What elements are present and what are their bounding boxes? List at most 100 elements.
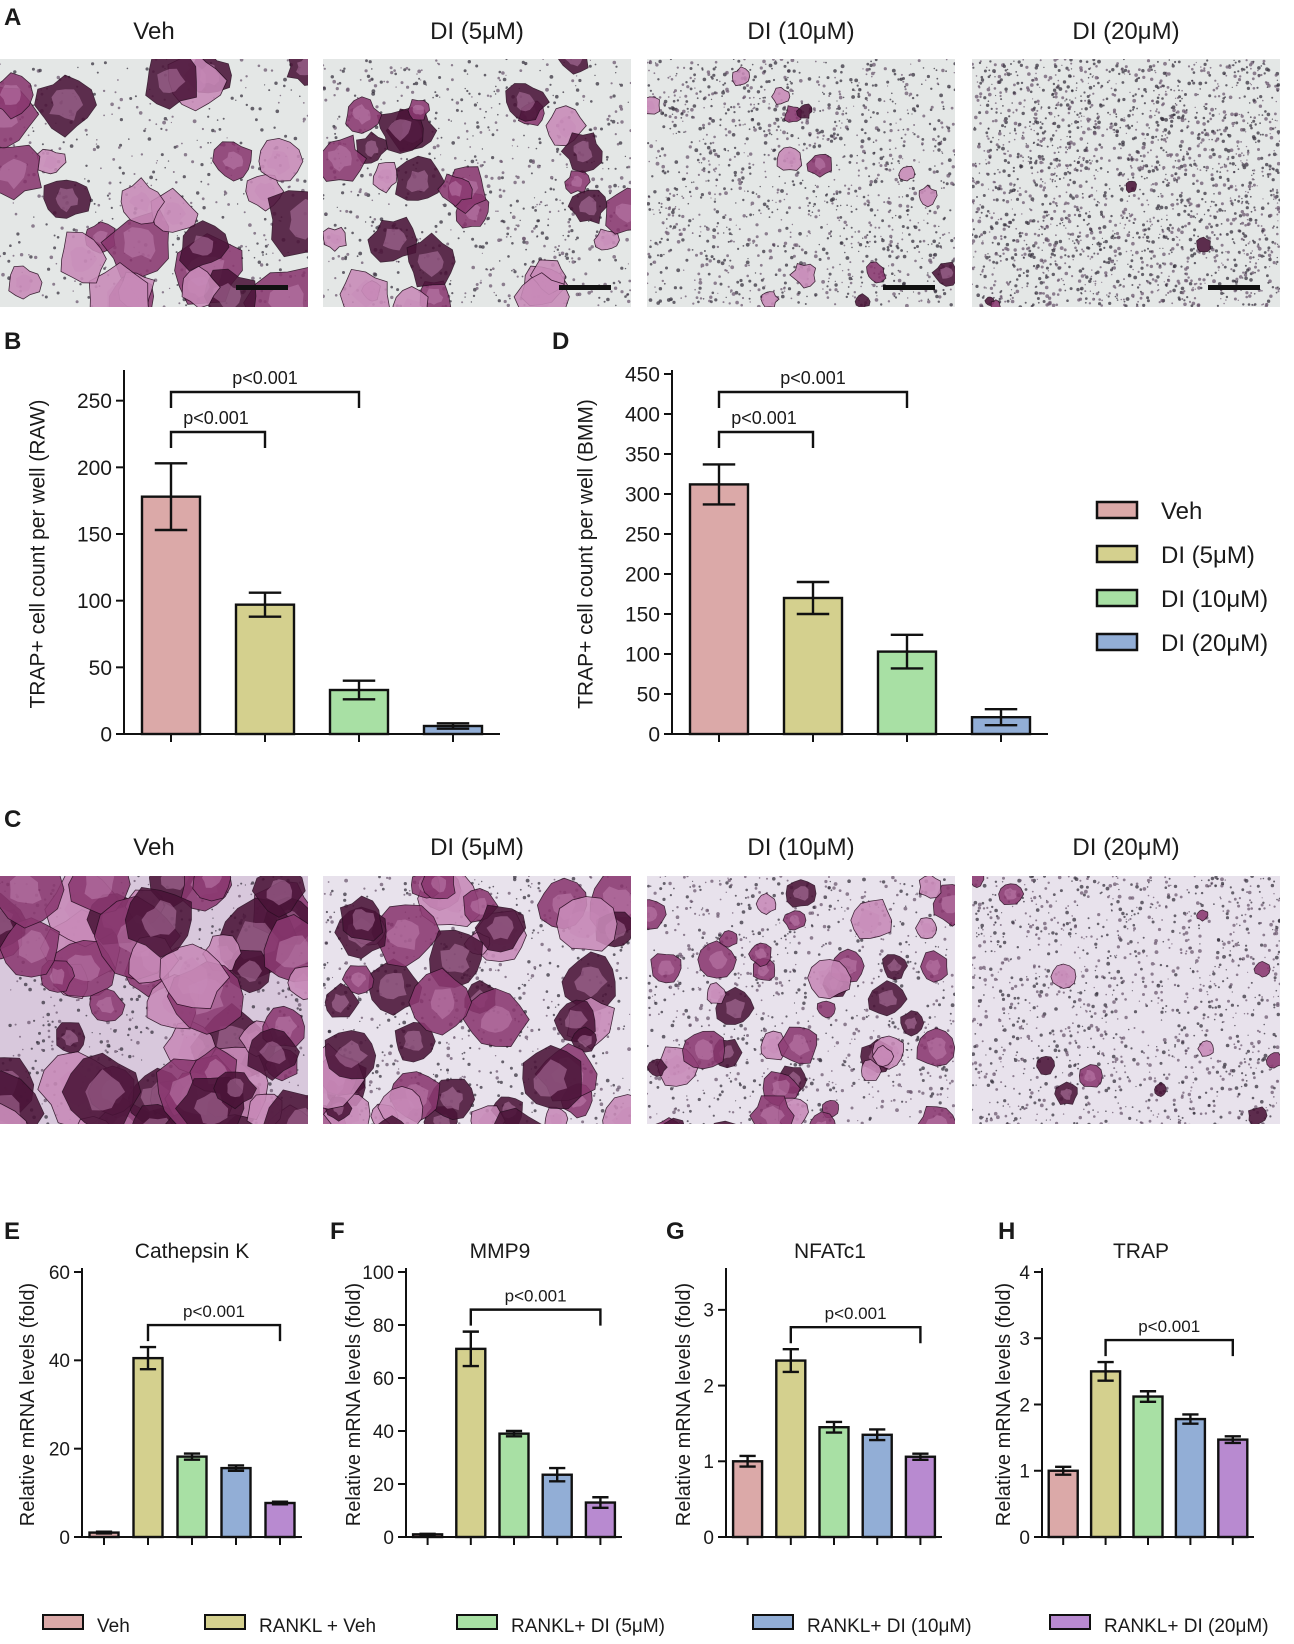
legend-mrna-label-rankl-di10: RANKL+ DI (10μM) [807,1616,972,1637]
bar-b-1 [234,603,296,736]
chart-title: Cathepsin K [135,1240,249,1263]
error-bar [227,1464,245,1472]
legend-mrna-swatch-veh [42,1614,84,1630]
legend-mrna-item-veh: Veh [42,1614,130,1637]
legend-bd-item-di10: DI (10μM) [1095,586,1268,613]
legend-bd: Veh DI (5μM) DI (10μM) DI (20μM) [1095,498,1268,657]
y-tick-label: 350 [625,444,660,467]
panel-label-f: F [330,1218,345,1245]
micrograph-c-caption-di20: DI (20μM) [1072,834,1180,861]
chart-f: 0 20 40 60 80 100 p<0.001 Relative mRNA levels … [343,1240,622,1549]
panel-label-c: C [4,806,22,833]
legend-mrna-label-veh: Veh [97,1616,130,1637]
chart-b: 0 50 100 150 200 250 p<0.001 p<0.001 TRAP+ cell … [27,368,500,747]
y-tick-label: 0 [648,724,660,747]
y-tick-label: 60 [49,1263,70,1284]
bar-h-3 [1174,1417,1207,1539]
bar-g-2 [818,1426,850,1539]
y-axis-label: Relative mRNA levels (fold) [673,1283,695,1526]
legend-mrna: Veh RANKL + Veh RANKL+ DI (5μM) RANKL+ D… [42,1614,1269,1637]
error-bar [796,580,830,616]
y-tick-label: 300 [625,484,660,507]
bar-b-0 [140,495,202,736]
legend-mrna-label-rankl-veh: RANKL + Veh [259,1616,376,1637]
error-bar [462,1330,479,1368]
y-tick-label: 3 [1019,1329,1030,1350]
legend-mrna-swatch-rankl-di5 [456,1614,498,1630]
micrograph-a-di5 [323,59,631,307]
y-tick-label: 40 [49,1351,70,1372]
y-tick-label: 200 [625,564,660,587]
significance-bracket: p<0.001 [1104,1317,1234,1357]
legend-bd-swatch-di20 [1095,632,1139,652]
bar-h-4 [1217,1438,1249,1539]
significance-bracket: p<0.001 [717,408,815,448]
y-tick-label: 0 [100,724,112,747]
bar-g-0 [731,1460,764,1539]
y-tick-label: 2 [1019,1395,1030,1416]
p-value-label: p<0.001 [1138,1317,1200,1336]
legend-bd-item-veh: Veh [1095,498,1202,525]
legend-mrna-swatch-rankl-di20 [1049,1614,1091,1630]
bar-d-1 [782,596,844,736]
bar-e-2 [176,1455,208,1539]
bar-f-3 [541,1473,573,1539]
p-value-label: p<0.001 [505,1287,567,1306]
legend-bd-swatch-di5 [1095,544,1139,564]
error-bar [271,1500,289,1506]
error-bar [1097,1360,1114,1382]
error-bar [95,1530,113,1535]
micrograph-c-di20 [972,876,1280,1124]
error-bar [825,1420,843,1434]
micrograph-a-caption-di20: DI (20μM) [1072,18,1180,45]
micrograph-a-caption-di10: DI (10μM) [747,18,855,45]
panel-label-d: D [552,328,570,355]
micrograph-c-caption-di5: DI (5μM) [430,834,524,861]
panel-label-b: B [4,328,22,355]
y-tick-label: 200 [77,457,112,480]
micrograph-a-caption-di5: DI (5μM) [430,18,524,45]
error-bar [549,1466,566,1483]
bar-d-0 [688,483,750,736]
p-value-label: p<0.001 [780,368,846,388]
significance-bracket: p<0.001 [169,368,361,408]
legend-bd-label-veh: Veh [1161,498,1202,525]
p-value-label: p<0.001 [825,1304,887,1323]
y-tick-label: 100 [362,1263,394,1284]
bar-e-4 [264,1501,296,1539]
y-tick-label: 250 [625,524,660,547]
error-bar [592,1496,609,1510]
y-tick-label: 150 [625,604,660,627]
error-bar [1139,1390,1157,1404]
legend-mrna-item-rankl-di20: RANKL+ DI (20μM) [1049,1614,1269,1637]
bar-h-2 [1132,1395,1164,1539]
y-tick-label: 1 [1019,1462,1030,1483]
y-axis-label: Relative mRNA levels (fold) [17,1283,39,1526]
p-value-label: p<0.001 [183,408,249,428]
y-tick-label: 20 [373,1475,394,1496]
bar-h-1 [1089,1370,1122,1539]
y-tick-label: 0 [1019,1528,1030,1549]
significance-bracket: p<0.001 [146,1302,282,1342]
error-bar [139,1345,157,1371]
bar-g-4 [904,1455,937,1539]
y-tick-label: 100 [77,590,112,613]
y-tick-label: 450 [625,364,660,387]
significance-bracket: p<0.001 [717,368,909,408]
y-tick-label: 50 [637,684,660,707]
micrograph-c-veh [0,876,308,1124]
error-bar [436,722,470,730]
legend-mrna-swatch-rankl-di10 [752,1614,794,1630]
p-value-label: p<0.001 [183,1302,245,1321]
chart-g: 0 1 2 3 p<0.001 Relative mRNA levels (fold) NF… [673,1240,942,1549]
y-axis-label: Relative mRNA levels (fold) [993,1283,1015,1526]
error-bar [248,591,282,618]
bar-h-0 [1047,1469,1079,1539]
legend-bd-label-di20: DI (20μM) [1161,630,1268,657]
error-bar [782,1348,799,1374]
y-axis-label: Relative mRNA levels (fold) [343,1283,365,1526]
y-tick-label: 80 [373,1316,394,1337]
micrograph-a-veh [0,59,308,307]
micrograph-a-caption-veh: Veh [133,18,175,45]
y-tick-label: 0 [703,1528,714,1549]
